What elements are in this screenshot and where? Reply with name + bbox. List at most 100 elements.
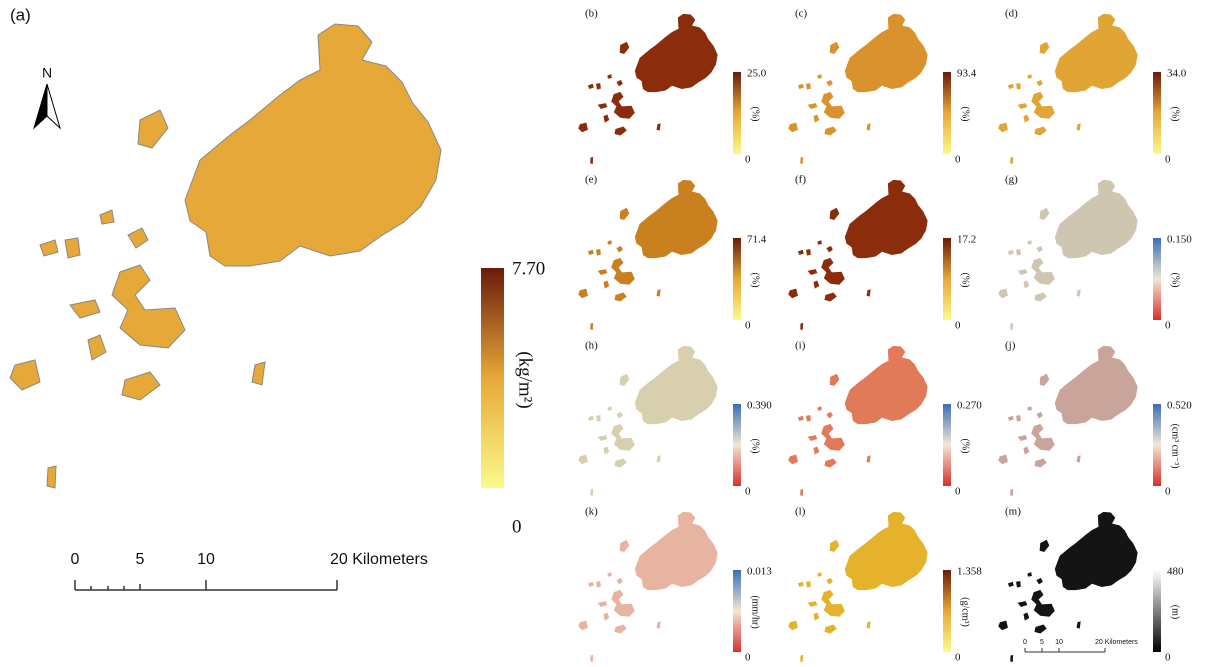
legend-max: 0.520 (1167, 400, 1192, 412)
legend-min: 0 (512, 516, 522, 537)
legend-min: 0 (745, 486, 751, 498)
legend-min: 0 (955, 652, 961, 664)
main-panel: (a) N 7.70 0 (kg/m²) 0 5 10 20 Kilometers (9, 5, 545, 591)
colorbar (733, 570, 741, 652)
panel-label: (j) (1005, 340, 1016, 352)
north-label: N (42, 65, 52, 81)
map (9, 23, 442, 489)
legend-unit: (%) (750, 273, 761, 288)
panel-label: (e) (585, 174, 598, 186)
legend-min: 0 (955, 154, 961, 166)
legend-max: 0.270 (957, 400, 982, 412)
sub-panel: (e) 71.4 0 (%) (578, 174, 767, 332)
legend-max: 17.2 (957, 234, 976, 246)
sub-panel: (h) 0.390 0 (%) (578, 340, 772, 498)
legend-max: 0.013 (747, 566, 772, 578)
colorbar (1153, 238, 1161, 320)
scale-label: 20 Kilometers (330, 551, 428, 568)
panel-label: (g) (1005, 174, 1018, 186)
colorbar (733, 404, 741, 486)
sub-panel: (d) 34.0 0 (%) (998, 8, 1187, 166)
legend-unit: (%) (750, 107, 761, 122)
map (578, 179, 718, 330)
map (998, 345, 1138, 496)
panel-label: (a) (10, 5, 31, 24)
panel-label: (c) (795, 8, 808, 20)
legend-min: 0 (745, 652, 751, 664)
legend-max: 480 (1167, 566, 1184, 578)
map (788, 179, 928, 330)
north-arrow (33, 83, 48, 130)
panel-label: (f) (795, 174, 806, 186)
legend-min: 0 (1165, 320, 1171, 332)
map (578, 13, 718, 164)
colorbar (733, 72, 741, 154)
colorbar (1153, 72, 1161, 154)
scale-bar (74, 580, 338, 591)
scale-label: 20 Kilometers (1095, 639, 1138, 646)
colorbar (1153, 404, 1161, 486)
sub-panel: (i) 0.270 0 (%) (788, 340, 982, 498)
legend-unit: (%) (750, 439, 761, 454)
legend-min: 0 (745, 154, 751, 166)
map (578, 345, 718, 496)
legend-max: 7.70 (512, 258, 545, 279)
legend-unit: (%) (1170, 273, 1181, 288)
panel-label: (i) (795, 340, 806, 352)
panel-label: (k) (585, 506, 598, 518)
legend-min: 0 (1165, 652, 1171, 664)
map (788, 345, 928, 496)
colorbar (943, 238, 951, 320)
legend-max: 93.4 (957, 68, 977, 80)
scale-label: 0 (71, 551, 80, 568)
scale-label: 10 (197, 551, 215, 568)
legend-max: 1.358 (957, 566, 982, 578)
colorbar (943, 570, 951, 652)
panel-label: (m) (1005, 506, 1021, 518)
scale-label: 5 (1040, 639, 1044, 646)
map (788, 511, 928, 662)
sub-panel: (k) 0.013 0 (mm/hr) (578, 506, 772, 664)
legend-unit: (m) (1170, 605, 1181, 619)
panel-label: (b) (585, 8, 598, 20)
sub-panel: (f) 17.2 0 (%) (788, 174, 976, 332)
legend-min: 0 (1165, 154, 1171, 166)
colorbar (943, 404, 951, 486)
legend-unit: (%) (960, 273, 971, 288)
legend-max: 0.150 (1167, 234, 1192, 246)
legend-max: 71.4 (747, 234, 767, 246)
colorbar (1153, 570, 1161, 652)
sub-panel: (l) 1.358 0 (g/cm³) (788, 506, 982, 664)
legend-min: 0 (955, 486, 961, 498)
panel-label: (l) (795, 506, 806, 518)
map (998, 179, 1138, 330)
legend-min: 0 (745, 320, 751, 332)
legend-min: 0 (955, 320, 961, 332)
sub-panel: (j) 0.520 0 (cm³ cm⁻³) (998, 340, 1192, 498)
sub-panel: (m) 480 0 (m) 0 5 10 20 Kilometers (998, 506, 1184, 664)
map (578, 511, 718, 662)
scale-label: 10 (1055, 639, 1063, 646)
sub-panel: (c) 93.4 0 (%) (788, 8, 977, 166)
scale-label: 5 (136, 551, 145, 568)
legend-unit: (kg/m²) (515, 351, 536, 408)
legend-unit: (%) (960, 107, 971, 122)
legend-max: 0.390 (747, 400, 772, 412)
legend-max: 34.0 (1167, 68, 1187, 80)
legend-min: 0 (1165, 486, 1171, 498)
panel-label: (d) (1005, 8, 1018, 20)
legend-unit: (%) (960, 439, 971, 454)
colorbar (733, 238, 741, 320)
scale-label: 0 (1023, 639, 1027, 646)
colorbar (481, 268, 504, 488)
north-arrow (46, 83, 61, 130)
legend-unit: (cm³ cm⁻³) (1170, 424, 1181, 469)
legend-unit: (%) (1170, 107, 1181, 122)
panel-label: (h) (585, 340, 598, 352)
map (998, 13, 1138, 164)
map (788, 13, 928, 164)
sub-panel: (g) 0.150 0 (%) (998, 174, 1192, 332)
colorbar (943, 72, 951, 154)
sub-panel: (b) 25.0 0 (%) (578, 8, 767, 166)
